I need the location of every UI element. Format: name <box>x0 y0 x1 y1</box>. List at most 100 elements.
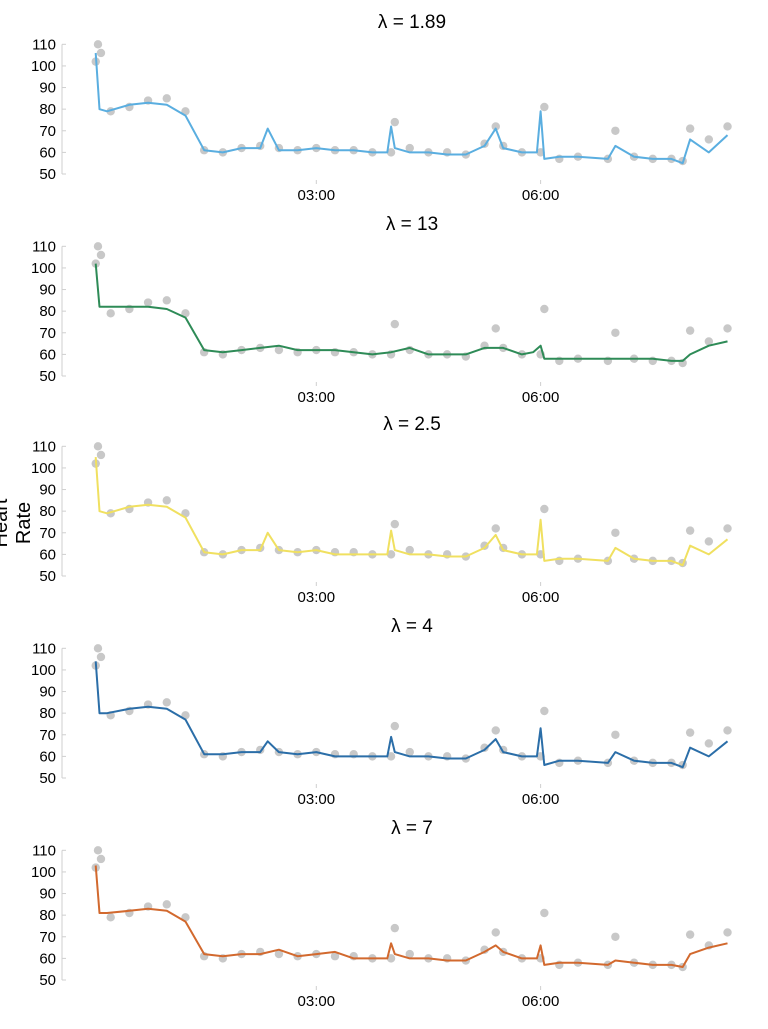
data-point <box>685 526 695 535</box>
panel-1: λ = 1.89 50 60 70 80 90 100 110 03:00 06:00 <box>31 12 732 204</box>
data-point <box>386 752 396 761</box>
y-tick-label: 50 <box>39 166 56 183</box>
data-point <box>390 519 400 529</box>
scatter-series <box>91 40 732 166</box>
data-point <box>386 954 396 963</box>
data-point <box>143 298 153 307</box>
y-tick-label: 100 <box>31 58 56 75</box>
data-point <box>540 908 549 918</box>
y-tick-label: 110 <box>32 640 56 657</box>
data-point <box>491 122 500 131</box>
data-point <box>96 854 106 864</box>
y-tick-label: 70 <box>39 727 56 744</box>
data-point <box>390 923 400 933</box>
y-tick-label: 80 <box>39 705 56 722</box>
data-point <box>93 644 103 653</box>
data-point <box>181 309 190 318</box>
y-tick-label: 90 <box>39 80 56 97</box>
y-tick-label: 110 <box>32 842 56 859</box>
data-point <box>162 296 171 305</box>
x-tick-label: 03:00 <box>298 791 336 808</box>
y-tick-label: 60 <box>39 546 56 563</box>
data-point <box>162 496 171 505</box>
y-tick-label: 90 <box>39 886 56 903</box>
y-tick-label: 110 <box>32 238 56 255</box>
panel-title: λ = 1.89 <box>378 12 446 33</box>
data-point <box>96 652 106 662</box>
data-point <box>685 326 695 335</box>
panel-4: λ = 4 50 60 70 80 90 100 110 03:00 06:00 <box>31 616 732 808</box>
fit-line <box>94 52 729 165</box>
y-tick-label: 50 <box>39 568 56 585</box>
data-point <box>390 117 400 127</box>
scatter-series <box>91 846 732 972</box>
x-tick-label: 03:00 <box>298 187 336 204</box>
x-tick-label: 03:00 <box>298 993 336 1010</box>
y-tick-label: 90 <box>39 684 56 701</box>
y-tick-label: 100 <box>31 662 56 679</box>
data-point <box>540 304 549 314</box>
data-point <box>704 337 714 346</box>
data-point <box>386 148 396 157</box>
data-point <box>405 747 414 757</box>
y-tick-label: 50 <box>39 972 56 989</box>
y-tick-label: 70 <box>39 123 56 140</box>
data-point <box>723 726 732 735</box>
data-point <box>93 846 103 855</box>
data-point <box>93 40 103 49</box>
data-point <box>540 504 549 514</box>
y-tick-label: 80 <box>39 303 56 320</box>
y-tick-label: 100 <box>31 460 56 477</box>
data-point <box>611 730 620 739</box>
data-point <box>611 932 620 941</box>
x-tick-label: 06:00 <box>522 589 560 606</box>
y-tick-label: 80 <box>39 101 56 118</box>
data-point <box>162 94 171 103</box>
y-tick-label: 90 <box>39 482 56 499</box>
data-point <box>540 706 549 716</box>
data-point <box>491 928 500 937</box>
y-axis-label: Heart Rate <box>0 498 35 548</box>
data-point <box>106 913 115 922</box>
data-point <box>491 324 500 333</box>
y-tick-label: 60 <box>39 950 56 967</box>
data-point <box>390 721 400 731</box>
data-point <box>723 324 732 333</box>
data-point <box>405 949 414 959</box>
data-point <box>93 242 103 251</box>
y-tick-label: 60 <box>39 748 56 765</box>
data-point <box>330 952 340 961</box>
y-tick-label: 80 <box>39 907 56 924</box>
data-point <box>704 739 714 748</box>
y-tick-label: 60 <box>39 346 56 363</box>
data-point <box>723 122 732 131</box>
data-point <box>685 124 695 133</box>
panel-title: λ = 13 <box>386 214 438 235</box>
y-tick-label: 100 <box>31 864 56 881</box>
y-tick-label: 60 <box>39 144 56 161</box>
scatter-series <box>91 442 732 568</box>
y-tick-label: 50 <box>39 368 56 385</box>
fit-line <box>94 865 728 968</box>
y-tick-label: 80 <box>39 503 56 520</box>
y-tick-label: 110 <box>32 438 56 455</box>
data-point <box>491 524 500 533</box>
data-point <box>390 319 400 329</box>
data-point <box>274 345 284 355</box>
y-tick-label: 90 <box>39 282 56 299</box>
x-tick-label: 06:00 <box>522 791 560 808</box>
x-tick-label: 06:00 <box>522 993 560 1010</box>
y-tick-label: 100 <box>31 260 56 277</box>
data-point <box>685 930 695 939</box>
fit-line <box>94 457 729 567</box>
data-point <box>405 143 414 153</box>
y-tick-label: 110 <box>32 36 56 53</box>
panel-5: λ = 7 50 60 70 80 90 100 110 03:00 06:00 <box>31 818 732 1010</box>
panel-title: λ = 4 <box>391 616 433 637</box>
y-tick-label: 70 <box>39 929 56 946</box>
data-point <box>685 728 695 737</box>
data-point <box>386 550 396 559</box>
data-point <box>274 949 284 959</box>
panel-2: λ = 13 50 60 70 80 90 100 110 03:00 06:00 <box>31 214 732 406</box>
